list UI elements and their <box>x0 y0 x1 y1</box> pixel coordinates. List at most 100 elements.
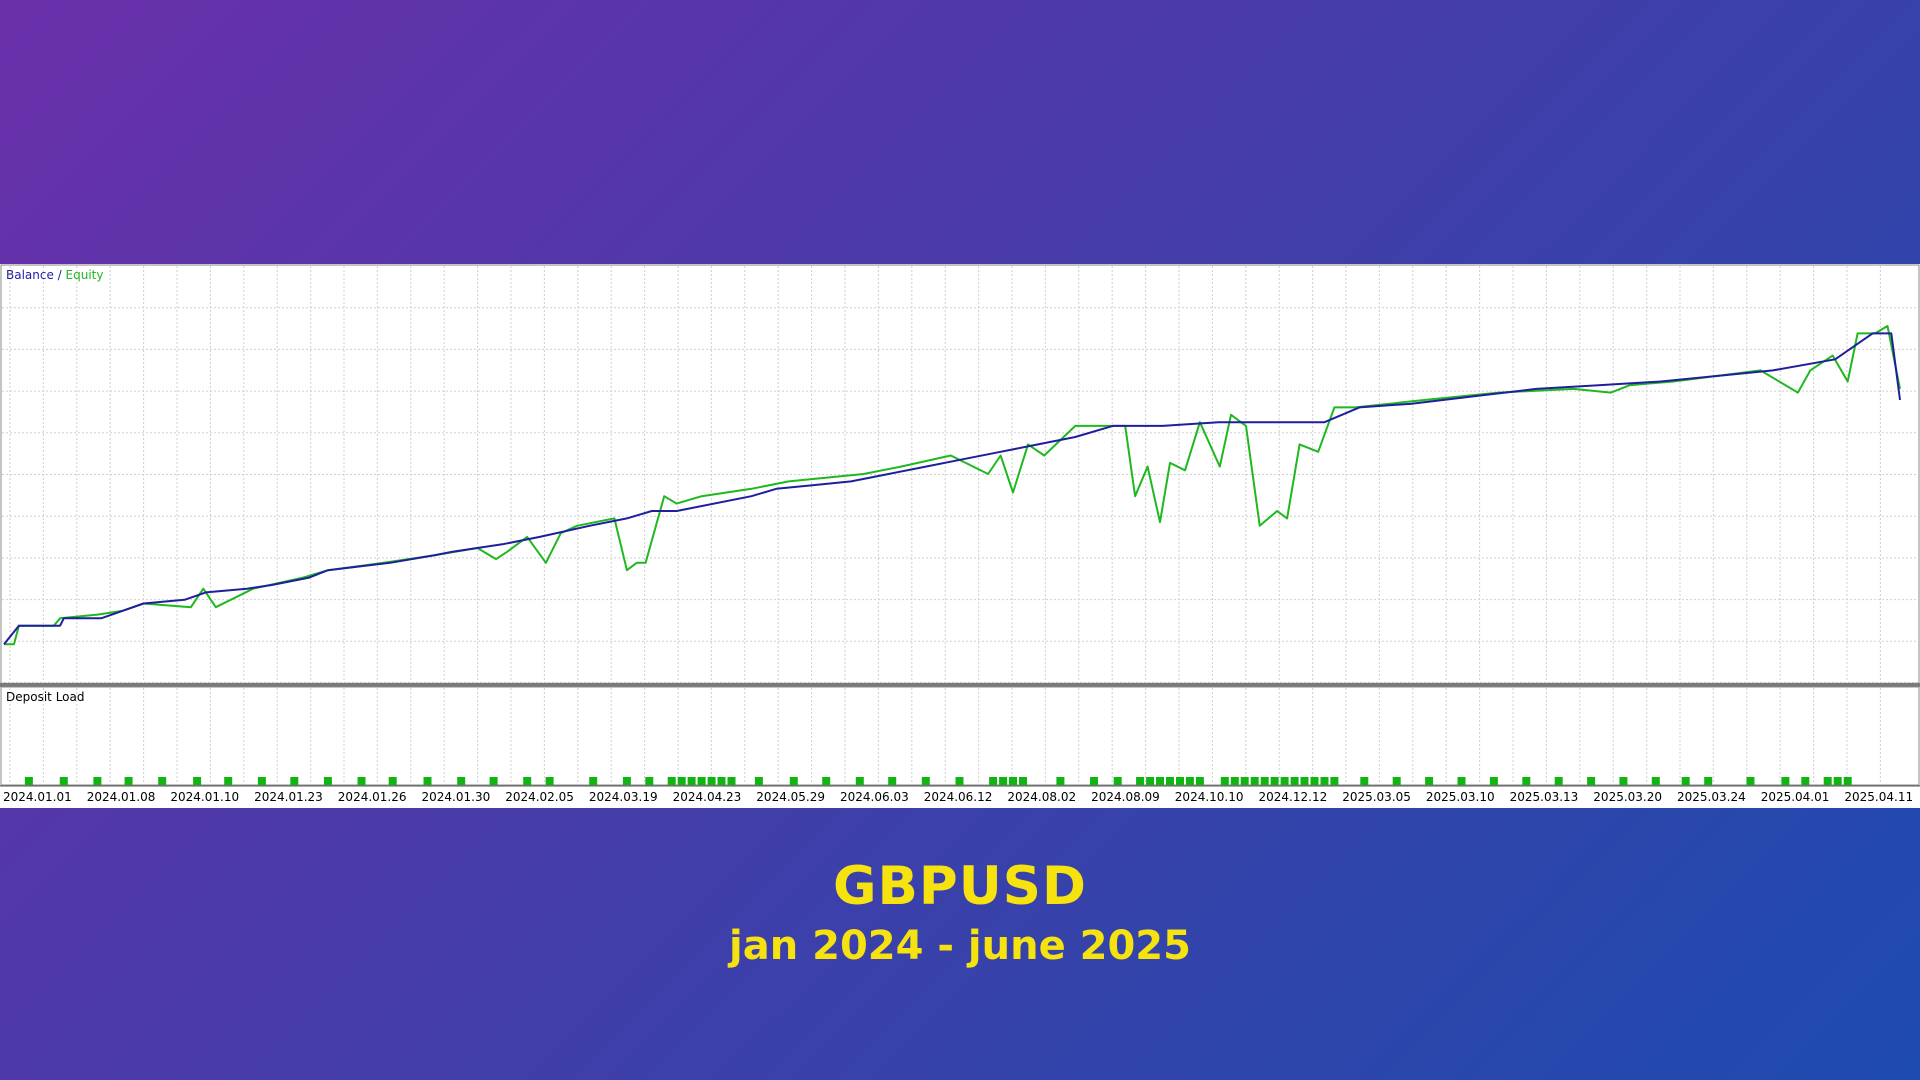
deposit-load-bar <box>1166 777 1174 785</box>
deposit-load-bar <box>1619 777 1628 785</box>
deposit-load-bar <box>1704 777 1713 785</box>
deposit-load-bar <box>1009 777 1017 785</box>
deposit-load-bar <box>457 777 466 785</box>
x-tick-label: 2024.01.30 <box>422 790 491 804</box>
deposit-load-bar <box>1425 777 1434 785</box>
deposit-load-bar <box>667 777 676 785</box>
chart-canvas: Balance / Equity Deposit Load 2024.01.01… <box>0 264 1920 804</box>
deposit-load-bar <box>1240 777 1249 785</box>
x-tick-label: 2025.04.01 <box>1761 790 1830 804</box>
deposit-load-bar <box>697 777 706 785</box>
x-tick-label: 2024.05.29 <box>756 790 825 804</box>
deposit-load-bar <box>357 777 366 785</box>
deposit-load-bar <box>707 777 716 785</box>
deposit-load-bar <box>1781 777 1790 785</box>
deposit-load-bar <box>388 777 397 785</box>
deposit-load-bar <box>789 777 798 785</box>
deposit-load-bar <box>855 777 864 785</box>
x-tick-label: 2025.03.10 <box>1426 790 1495 804</box>
deposit-load-bar <box>989 777 998 785</box>
deposit-load-bar <box>1090 777 1098 785</box>
legend-separator: / <box>54 268 66 282</box>
deposit-load-bar <box>1823 777 1832 785</box>
x-tick-label: 2025.03.05 <box>1342 790 1411 804</box>
series-layer <box>3 325 1901 646</box>
legend-balance: Balance <box>6 268 54 282</box>
deposit-load-bar <box>1360 777 1369 785</box>
deposit-load-bar <box>1843 777 1852 785</box>
x-tick-label: 2024.01.08 <box>87 790 156 804</box>
deposit-load-bar <box>589 777 598 785</box>
legend-equity: Equity <box>66 268 104 282</box>
deposit-load-bar <box>1195 777 1204 785</box>
deposit-load-bar <box>257 777 266 785</box>
caption-subtitle: jan 2024 - june 2025 <box>729 923 1191 969</box>
deposit-load-bar <box>224 777 233 785</box>
deposit-load-bar <box>1554 777 1563 785</box>
deposit-load-bar <box>124 777 133 785</box>
deposit-load-bar <box>158 777 167 785</box>
deposit-load-bar <box>1801 777 1810 785</box>
deposit-load-bar <box>754 777 763 785</box>
x-tick-label: 2024.01.10 <box>170 790 239 804</box>
deposit-load-bar <box>489 777 498 785</box>
deposit-load-bar <box>1136 777 1145 785</box>
deposit-load-bar <box>59 777 68 785</box>
deposit-load-bar <box>727 777 736 785</box>
x-tick-label: 2025.03.13 <box>1510 790 1579 804</box>
deposit-load-bar <box>1220 777 1229 785</box>
x-tick-label: 2024.08.09 <box>1091 790 1160 804</box>
deposit-load-bar <box>1019 777 1027 785</box>
deposit-load-bar <box>1310 777 1319 785</box>
deposit-load-pane <box>0 686 1920 786</box>
x-tick-label: 2024.06.03 <box>840 790 909 804</box>
x-tick-label: 2025.03.20 <box>1593 790 1662 804</box>
deposit-load-bar <box>1681 777 1690 785</box>
deposit-load-bar <box>1833 777 1842 785</box>
deposit-load-bar <box>1185 777 1194 785</box>
x-tick-label: 2024.01.23 <box>254 790 323 804</box>
deposit-load-bar <box>677 777 686 785</box>
caption: GBPUSD jan 2024 - june 2025 <box>0 855 1920 973</box>
x-tick-label: 2025.04.11 <box>1844 790 1913 804</box>
deposit-load-bar <box>1651 777 1660 785</box>
x-tick-labels: 2024.01.01 2024.01.08 2024.01.10 2024.01.23… <box>3 790 1913 804</box>
series-line-equity <box>4 325 1901 646</box>
deposit-load-bar <box>1250 777 1259 785</box>
x-tick-label: 2024.04.23 <box>673 790 742 804</box>
deposit-load-bar <box>193 777 202 785</box>
x-tick-label: 2024.08.02 <box>1007 790 1076 804</box>
x-tick-label: 2024.01.01 <box>3 790 72 804</box>
equity-grid <box>2 266 1918 684</box>
deposit-load-bar <box>717 777 726 785</box>
deposit-load-bar <box>1300 777 1309 785</box>
deposit-load-bar <box>1260 777 1269 785</box>
deposit-load-bar <box>921 777 930 785</box>
x-tick-label: 2024.12.12 <box>1259 790 1328 804</box>
deposit-load-bar <box>290 777 299 785</box>
deposit-load-bar <box>93 777 102 785</box>
chart-legend: Balance / Equity <box>6 268 103 282</box>
x-tick-label: 2025.03.24 <box>1677 790 1746 804</box>
deposit-load-bar <box>822 777 831 785</box>
deposit-load-bar <box>1230 777 1239 785</box>
series-line-balance <box>3 332 1901 645</box>
deposit-load-bar <box>1156 777 1164 785</box>
deposit-load-bar <box>1746 777 1755 785</box>
pane-divider <box>0 683 1920 687</box>
deposit-load-bar <box>622 777 631 785</box>
deposit-load-bar <box>523 777 532 785</box>
deposit-load-bar <box>955 777 964 785</box>
deposit-load-bar <box>687 777 696 785</box>
deposit-load-bar <box>645 777 654 785</box>
deposit-load-bar <box>323 777 332 785</box>
deposit-load-bar <box>1176 777 1184 785</box>
deposit-load-bar <box>1320 777 1329 785</box>
x-tick-label: 2024.01.26 <box>338 790 407 804</box>
x-tick-label: 2024.06.12 <box>924 790 993 804</box>
chart-panel: Balance / Equity Deposit Load 2024.01.01… <box>0 264 1920 808</box>
deposit-load-bar <box>1392 777 1401 785</box>
deposit-load-bar <box>1489 777 1498 785</box>
deposit-load-bar <box>1522 777 1531 785</box>
deposit-load-bar <box>24 777 33 785</box>
